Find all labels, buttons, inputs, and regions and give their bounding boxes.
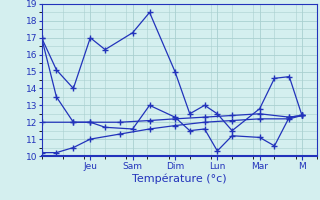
X-axis label: Température (°c): Température (°c): [132, 173, 227, 184]
